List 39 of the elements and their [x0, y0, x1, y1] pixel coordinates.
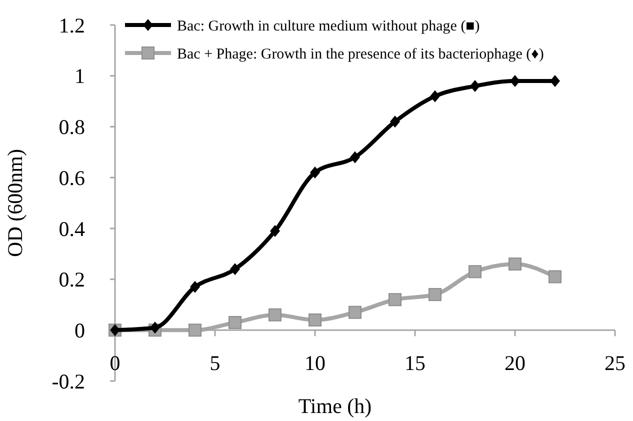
legend-label: Bac + Phage: Growth in the presence of its bacteriophage (♦) [177, 46, 544, 62]
point [430, 90, 440, 102]
point [350, 151, 360, 164]
y-tick-label: 0.4 [58, 216, 86, 241]
point [508, 258, 522, 271]
y-tick-label: 0.8 [58, 115, 85, 140]
point [390, 116, 400, 128]
point [270, 224, 280, 237]
x-tick-label: 5 [210, 351, 220, 376]
y-tick-label: 0 [74, 318, 85, 342]
point [150, 322, 160, 334]
point [550, 74, 560, 87]
y-tick-label: 0.6 [58, 166, 85, 190]
x-tick-label: 10 [304, 351, 326, 376]
y-tick-label: 0.2 [58, 268, 85, 292]
y-tick-label: 1 [74, 64, 85, 88]
x-tick-label: 15 [404, 351, 426, 376]
y-tick-label: -0.2 [52, 369, 85, 394]
point [230, 263, 240, 276]
y-axis-title: OD (600nm) [3, 149, 27, 257]
point [308, 313, 322, 326]
point [268, 308, 282, 322]
x-tick-label: 0 [110, 351, 120, 376]
point [310, 166, 320, 178]
point [468, 265, 482, 278]
point [428, 288, 442, 302]
point [548, 270, 562, 284]
point [188, 324, 202, 337]
point [228, 316, 242, 330]
y-tick-label: 1.2 [58, 13, 85, 38]
point [190, 280, 200, 293]
x-axis-title: Time (h) [298, 394, 372, 418]
point [388, 293, 402, 306]
point [470, 80, 480, 92]
x-tick-label: 20 [504, 351, 526, 376]
x-tick-label: 25 [604, 351, 626, 376]
point [348, 306, 362, 319]
point [510, 74, 520, 87]
legend-label: Bac: Growth in culture medium without phage (■) [177, 18, 480, 34]
